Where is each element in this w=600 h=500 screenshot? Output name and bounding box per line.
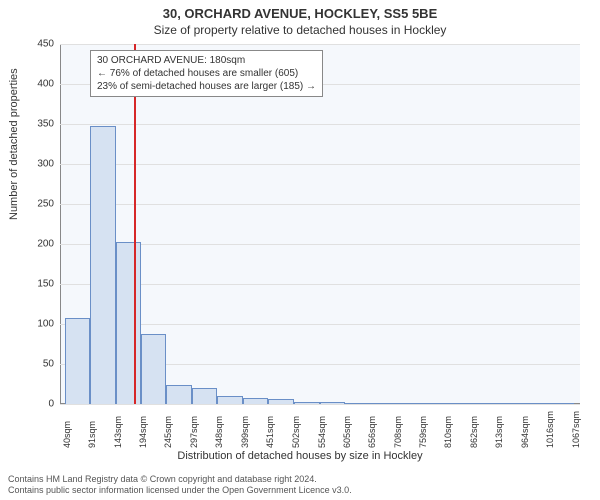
plot-area: 40sqm91sqm143sqm194sqm245sqm297sqm348sqm… [60, 44, 580, 404]
histogram-bar [523, 403, 549, 404]
y-tick-label: 0 [24, 399, 54, 410]
y-tick-label: 350 [24, 119, 54, 130]
histogram-bar [370, 403, 396, 404]
y-axis-label: Number of detached properties [8, 68, 20, 220]
histogram-bar [320, 402, 345, 404]
footer-attribution: Contains HM Land Registry data © Crown c… [8, 474, 352, 496]
gridline [60, 204, 580, 205]
y-tick-label: 100 [24, 319, 54, 330]
y-tick-label: 450 [24, 39, 54, 50]
annotation-line: ← 76% of detached houses are smaller (60… [97, 67, 316, 80]
histogram-bar [421, 403, 446, 404]
chart-title-main: 30, ORCHARD AVENUE, HOCKLEY, SS5 5BE [0, 0, 600, 21]
chart-plot-wrap: 40sqm91sqm143sqm194sqm245sqm297sqm348sqm… [60, 44, 580, 404]
histogram-bar [65, 318, 90, 404]
histogram-bar [217, 396, 242, 404]
y-tick-label: 400 [24, 79, 54, 90]
y-axis-line [60, 44, 61, 404]
gridline [60, 124, 580, 125]
histogram-bar [116, 242, 141, 404]
histogram-bar [294, 402, 320, 404]
histogram-bar [345, 403, 370, 404]
histogram-bar [90, 126, 116, 404]
footer-line1: Contains HM Land Registry data © Crown c… [8, 474, 352, 485]
histogram-bar [192, 388, 217, 404]
histogram-bar [446, 403, 472, 404]
subject-marker-line [134, 44, 136, 404]
y-tick-label: 50 [24, 359, 54, 370]
histogram-bar [166, 385, 192, 404]
histogram-bar [396, 403, 421, 404]
gridline [60, 44, 580, 45]
gridline [60, 404, 580, 405]
histogram-bar [497, 403, 522, 404]
histogram-bar [268, 399, 293, 404]
annotation-box: 30 ORCHARD AVENUE: 180sqm← 76% of detach… [90, 50, 323, 97]
y-tick-label: 250 [24, 199, 54, 210]
histogram-bar [472, 403, 497, 404]
histogram-bar [141, 334, 166, 404]
y-tick-label: 300 [24, 159, 54, 170]
x-axis-label: Distribution of detached houses by size … [0, 450, 600, 462]
annotation-line: 30 ORCHARD AVENUE: 180sqm [97, 54, 316, 67]
histogram-bar [548, 403, 573, 404]
y-tick-label: 150 [24, 279, 54, 290]
gridline [60, 164, 580, 165]
chart-title-sub: Size of property relative to detached ho… [0, 21, 600, 37]
annotation-line: 23% of semi-detached houses are larger (… [97, 80, 316, 93]
footer-line2: Contains public sector information licen… [8, 485, 352, 496]
chart-container: 30, ORCHARD AVENUE, HOCKLEY, SS5 5BE Siz… [0, 0, 600, 500]
histogram-bar [243, 398, 269, 404]
y-tick-label: 200 [24, 239, 54, 250]
